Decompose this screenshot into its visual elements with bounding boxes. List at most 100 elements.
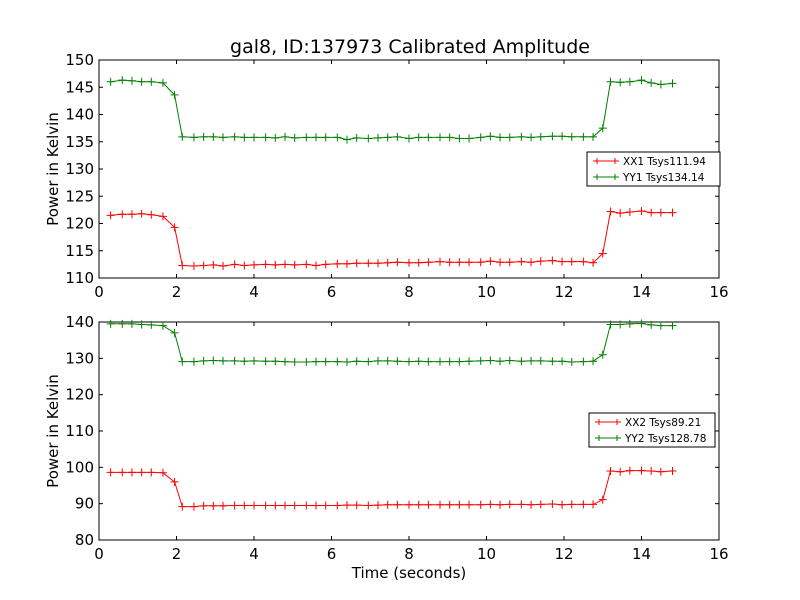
top-data-point	[517, 132, 526, 141]
top-data-point	[333, 133, 342, 142]
top-data-point	[383, 133, 392, 142]
bottom-data-point	[137, 468, 146, 477]
top-legend-box	[586, 151, 721, 187]
bottom-data-point	[219, 501, 227, 510]
top-data-point	[589, 258, 598, 267]
top-data-point	[405, 258, 413, 267]
bottom-legend-box	[588, 412, 716, 448]
bottom-x-tick-label: 0	[94, 545, 104, 563]
top-data-point	[209, 132, 218, 141]
bottom-data-point	[352, 357, 361, 366]
bottom-subplot: 0 2 4 6 8 10 12 14 16 80 90 100 110 120 130 140 Power in…	[44, 313, 729, 582]
bottom-data-point	[536, 356, 545, 365]
top-data-point	[312, 261, 320, 270]
bottom-data-point	[250, 356, 258, 365]
top-data-point	[647, 78, 656, 87]
top-data-point	[647, 208, 656, 217]
top-data-point	[147, 210, 156, 219]
bottom-data-point	[625, 466, 634, 475]
bottom-legend: XX2 Tsys89.21 YY2 Tsys128.78	[588, 412, 716, 448]
top-series-1	[106, 206, 677, 271]
top-data-point	[271, 260, 280, 269]
top-data-point	[189, 262, 198, 271]
top-x-tick-label: 6	[327, 283, 337, 301]
top-data-point	[250, 260, 258, 269]
top-data-point	[219, 262, 227, 271]
top-x-tick-label: 0	[94, 283, 104, 301]
bottom-data-point	[137, 320, 146, 329]
top-data-point	[137, 77, 146, 86]
top-data-point	[668, 208, 677, 217]
bottom-data-point	[209, 501, 218, 510]
top-data-point	[414, 258, 423, 267]
bottom-data-point	[374, 501, 382, 510]
bottom-data-point	[178, 502, 187, 511]
top-data-point	[281, 260, 289, 269]
top-data-point	[240, 261, 249, 270]
bottom-legend-marker	[596, 435, 620, 441]
bottom-data-point	[476, 500, 485, 509]
top-data-point	[219, 133, 227, 142]
top-data-point	[414, 133, 423, 142]
top-data-point	[424, 258, 433, 267]
bottom-data-point	[170, 328, 179, 337]
top-data-point	[436, 257, 444, 266]
bottom-data-point	[536, 500, 545, 509]
top-data-point	[364, 259, 373, 268]
top-data-point	[455, 134, 464, 143]
top-data-point	[656, 80, 665, 89]
bottom-data-point	[527, 500, 536, 509]
bottom-data-point	[598, 495, 607, 504]
top-data-point	[302, 133, 311, 142]
top-data-point	[343, 135, 351, 144]
bottom-y-tick-label: 100	[65, 458, 94, 476]
top-y-tick-label: 145	[65, 78, 94, 96]
bottom-y-tick-label: 80	[75, 531, 94, 549]
bottom-data-point	[199, 501, 208, 510]
bottom-data-point	[189, 357, 198, 366]
top-data-point	[445, 133, 454, 142]
top-legend-label: XX1 Tsys111.94	[623, 156, 706, 168]
top-data-point	[333, 259, 342, 268]
bottom-y-tick-label: 120	[65, 386, 94, 404]
bottom-data-point	[606, 466, 615, 475]
top-data-point	[178, 132, 187, 141]
top-x-tick-label: 4	[249, 283, 259, 301]
bottom-data-point	[158, 321, 167, 330]
top-data-point	[281, 132, 289, 141]
bottom-data-point	[656, 467, 665, 476]
bottom-data-point	[170, 477, 179, 486]
top-data-point	[637, 76, 646, 85]
bottom-data-point	[637, 319, 646, 328]
bottom-data-point	[271, 357, 280, 366]
top-data-point	[517, 257, 526, 266]
bottom-data-point	[616, 467, 625, 476]
top-data-point	[579, 132, 588, 141]
top-data-point	[476, 133, 485, 142]
bottom-data-point	[281, 357, 289, 366]
top-data-point	[321, 133, 330, 142]
bottom-data-point	[281, 501, 289, 510]
top-y-tick-label: 130	[65, 160, 94, 178]
top-y-tick-label: 125	[65, 187, 94, 205]
bottom-data-point	[548, 357, 557, 366]
bottom-x-tick-label: 10	[477, 545, 496, 563]
top-x-tick-label: 10	[477, 283, 496, 301]
bottom-data-point	[189, 502, 198, 511]
top-y-tick-label: 140	[65, 106, 94, 124]
bottom-data-point	[517, 357, 526, 366]
top-data-point	[558, 257, 567, 266]
top-data-point	[616, 209, 625, 218]
bottom-data-point	[343, 501, 351, 510]
top-data-point	[668, 79, 677, 88]
bottom-data-point	[405, 500, 413, 509]
top-data-point	[625, 208, 634, 217]
top-data-point	[290, 260, 299, 269]
bottom-data-point	[424, 500, 433, 509]
bottom-data-point	[445, 357, 454, 366]
top-data-point	[364, 134, 373, 143]
bottom-y-axis-label: Power in Kelvin	[44, 374, 62, 488]
bottom-data-point	[465, 500, 474, 509]
bottom-data-point	[414, 500, 423, 509]
bottom-data-point	[567, 357, 576, 366]
